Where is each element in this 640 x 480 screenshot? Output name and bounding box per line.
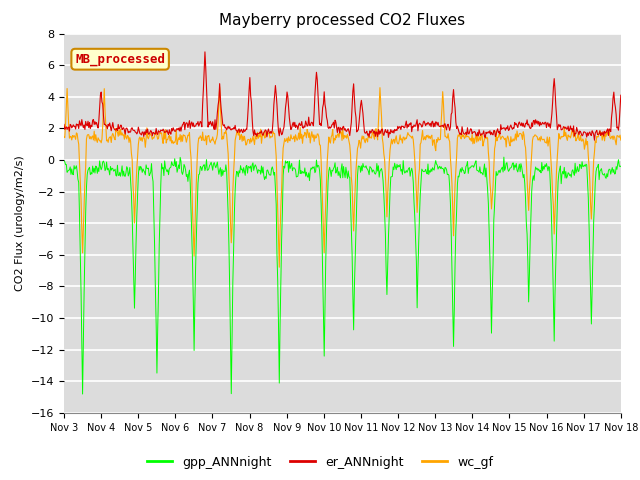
Title: Mayberry processed CO2 Fluxes: Mayberry processed CO2 Fluxes — [220, 13, 465, 28]
Text: MB_processed: MB_processed — [75, 53, 165, 66]
Legend: gpp_ANNnight, er_ANNnight, wc_gf: gpp_ANNnight, er_ANNnight, wc_gf — [142, 451, 498, 474]
Y-axis label: CO2 Flux (urology/m2/s): CO2 Flux (urology/m2/s) — [15, 156, 25, 291]
